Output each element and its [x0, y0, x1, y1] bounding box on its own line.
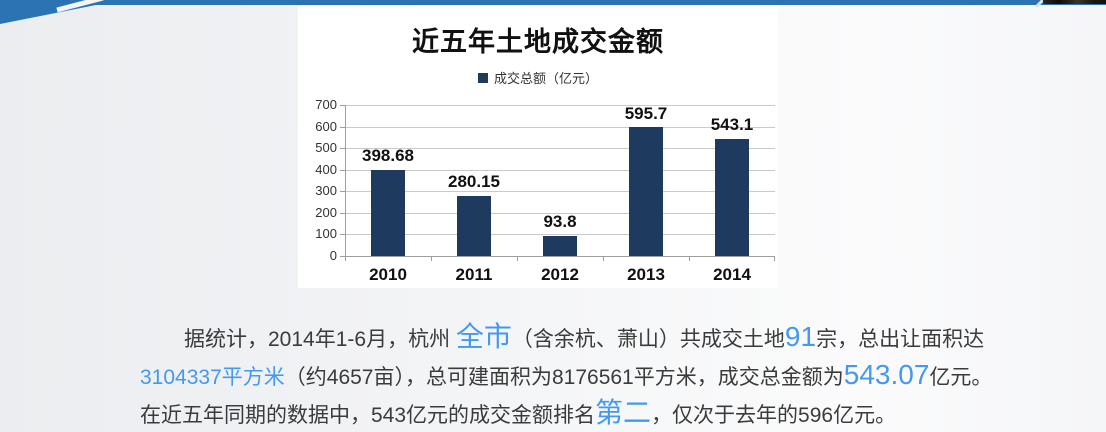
x-tick-label-2014: 2014	[713, 265, 751, 284]
x-tick-5	[774, 256, 775, 261]
bar-value-2011: 280.15	[448, 171, 500, 191]
y-tick-200	[340, 212, 345, 214]
bar-2011	[457, 195, 491, 256]
y-tick-label-700: 700	[315, 97, 337, 112]
x-tick-label-2013: 2013	[627, 265, 665, 284]
gridline-600	[345, 126, 775, 128]
text-segment: 第二	[595, 397, 652, 428]
x-tick-label-2010: 2010	[369, 265, 407, 284]
gridline-200	[345, 212, 775, 214]
y-tick-label-200: 200	[315, 204, 337, 220]
y-tick-label-400: 400	[315, 161, 337, 177]
legend-swatch	[477, 72, 488, 83]
summary-line-3: 在近五年同期的数据中，543亿元的成交金额排名第二，仅次于去年的596亿元。	[140, 394, 990, 432]
x-tick-label-2012: 2012	[541, 265, 579, 284]
y-tick-label-600: 600	[315, 118, 337, 134]
y-tick-700	[340, 105, 345, 106]
bar-2012	[543, 235, 577, 256]
y-tick-100	[340, 234, 345, 236]
text-segment: ，仅次于去年的596亿元。	[651, 404, 897, 427]
bar-2014	[715, 138, 749, 256]
x-tick-label-2011: 2011	[455, 265, 493, 284]
y-tick-label-300: 300	[315, 183, 337, 199]
gridline-500	[345, 148, 775, 150]
text-segment: 亿元。	[929, 366, 993, 389]
y-tick-0	[340, 256, 345, 257]
summary-text: 据统计，2014年1-6月，杭州 全市（含余杭、萧山）共成交土地91宗，总出让面…	[140, 318, 993, 432]
bar-value-2014: 543.1	[710, 114, 754, 134]
y-tick-300	[340, 191, 345, 193]
gridline-400	[345, 169, 775, 171]
y-tick-label-0: 0	[329, 248, 337, 263]
text-segment: 91	[784, 321, 817, 352]
gridline-100	[345, 234, 775, 236]
bar-value-2013: 595.7	[624, 103, 668, 123]
top-decoration	[0, 0, 1106, 24]
text-segment: 3104337平方米	[140, 366, 285, 389]
bar-2013	[629, 127, 663, 256]
text-segment: （约4657亩），总可建面积为8176561平方米，成交总金额为	[284, 366, 844, 389]
text-segment: 宗，总出让面积达	[816, 328, 985, 351]
text-segment: 全市	[455, 321, 512, 352]
x-tick-4	[689, 256, 690, 261]
x-tick-1	[431, 256, 432, 261]
x-tick-2	[517, 256, 518, 261]
chart-legend: 成交总额（亿元）	[298, 68, 778, 87]
x-tick-0	[345, 256, 346, 261]
text-segment: 543.07	[843, 359, 930, 390]
summary-line-2: 3104337平方米（约4657亩），总可建面积为8176561平方米，成交总金…	[140, 356, 993, 394]
band-slash-right	[1034, 0, 1046, 9]
y-axis-line	[345, 105, 346, 257]
top-band	[0, 0, 1106, 5]
top-right-image-strip	[1043, 0, 1106, 4]
gridline-300	[345, 191, 775, 193]
bar-2010	[371, 169, 405, 256]
corner-wedge	[0, 4, 101, 24]
gridline-700	[345, 105, 775, 106]
chart-title: 近五年土地成交金额	[412, 27, 664, 57]
band-slash	[56, 0, 104, 13]
bar-value-2012: 93.8	[543, 211, 577, 231]
text-segment: 在近五年同期的数据中，543亿元的成交金额排名	[140, 404, 596, 427]
legend-label: 成交总额（亿元）	[493, 71, 598, 86]
y-tick-400	[340, 169, 345, 171]
plot-area: 0 100 200 300 400 500 600 700 398.68 2010 280.15 20…	[315, 97, 775, 284]
bar-value-2010: 398.68	[362, 145, 414, 165]
text-segment: （含余杭、萧山）共成交土地	[511, 328, 785, 351]
y-tick-500	[340, 148, 345, 150]
y-tick-label-500: 500	[315, 140, 337, 156]
x-tick-3	[603, 256, 604, 261]
text-segment: 据统计，2014年1-6月，杭州	[184, 328, 456, 351]
y-tick-label-100: 100	[315, 226, 337, 242]
gridline-0	[345, 256, 775, 257]
chart-panel: 近五年土地成交金额 成交总额（亿元） 0 100 200 300 400 500 600 70…	[298, 6, 778, 288]
summary-line-1: 据统计，2014年1-6月，杭州 全市（含余杭、萧山）共成交土地91宗，总出让面…	[140, 318, 990, 356]
y-tick-600	[340, 126, 345, 128]
